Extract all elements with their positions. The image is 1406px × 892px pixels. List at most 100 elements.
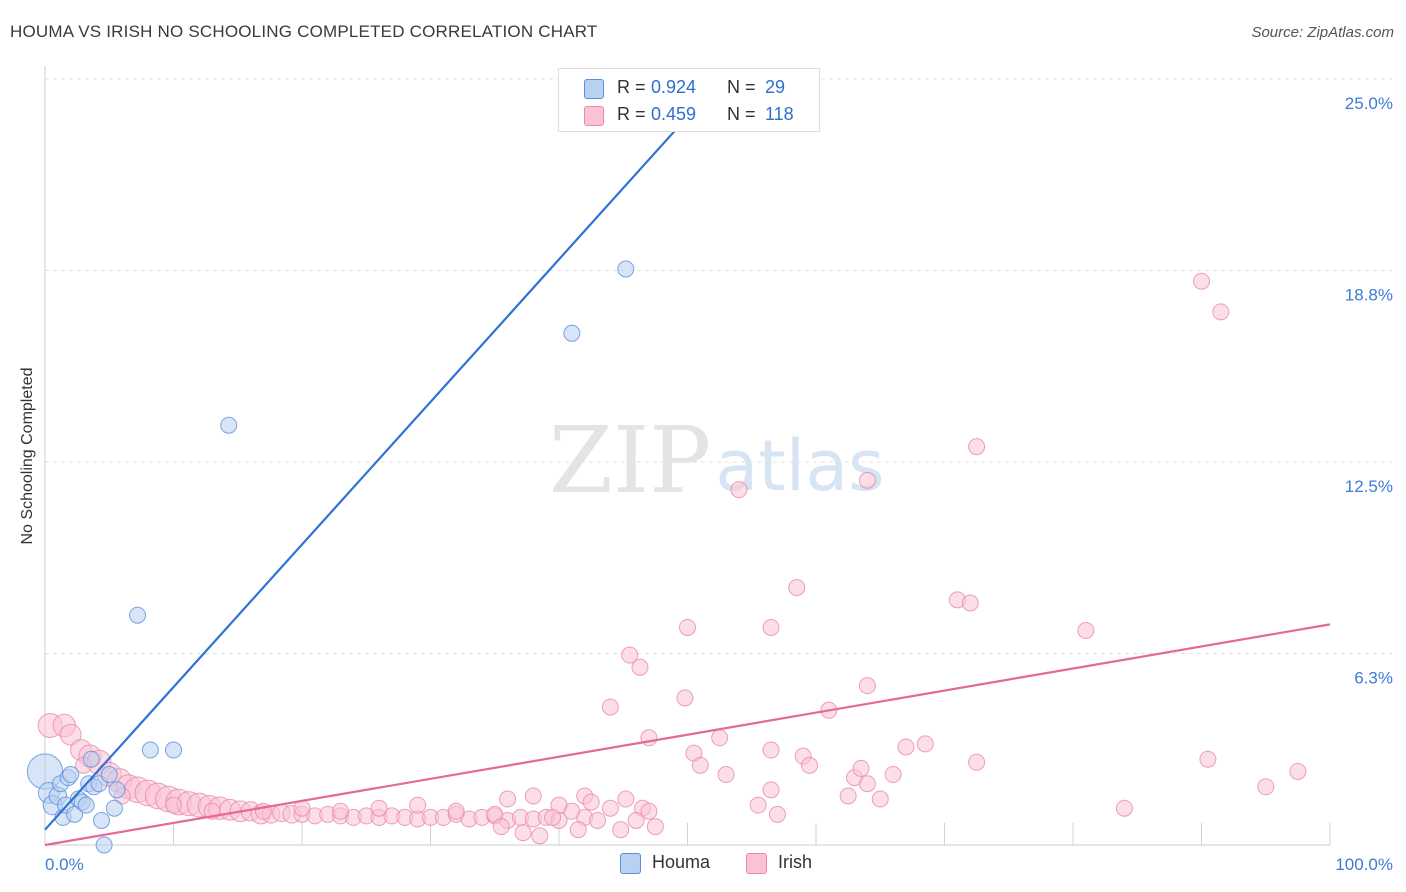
correlation-legend: R = 0.924 N = 29 R = 0.459 N = 118 — [558, 68, 820, 132]
houma-n-value: 29 — [765, 77, 786, 97]
irish-point-68 — [627, 811, 645, 829]
series-irish — [37, 272, 1307, 845]
irish-point-117 — [544, 808, 562, 826]
irish-n-value: 118 — [765, 104, 794, 124]
houma-point-19 — [100, 766, 118, 784]
irish-point-78 — [621, 646, 639, 664]
x-tick-label-left: 0.0% — [45, 855, 84, 874]
irish-point-103 — [858, 471, 876, 489]
irish-point-87 — [839, 787, 857, 805]
irish-point-55 — [332, 802, 350, 820]
irish-point-2 — [59, 723, 82, 746]
y-tick-label-1: 18.8% — [1345, 286, 1393, 305]
houma-point-21 — [108, 781, 126, 799]
irish-point-70 — [492, 818, 510, 836]
houma-point-17 — [93, 811, 111, 829]
irish-point-67 — [617, 790, 635, 808]
houma-point-14 — [82, 750, 100, 768]
irish-point-104 — [968, 438, 986, 456]
irish-point-51 — [165, 796, 182, 814]
houma-n-label: N = — [727, 77, 756, 97]
irish-trendline — [44, 623, 1331, 847]
irish-point-71 — [514, 824, 532, 842]
irish-r-label: R = — [617, 104, 646, 124]
y-tick-label-0: 25.0% — [1345, 94, 1393, 113]
watermark: ZIP atlas — [549, 407, 885, 514]
y-tick-label-3: 6.3% — [1354, 669, 1393, 688]
irish-point-84 — [762, 741, 780, 759]
houma-point-24 — [165, 741, 182, 759]
irish-point-91 — [871, 790, 889, 808]
irish-point-79 — [631, 658, 649, 676]
houma-point-20 — [105, 799, 123, 817]
irish-point-107 — [1193, 272, 1210, 290]
watermark-zip: ZIP — [549, 407, 711, 514]
irish-point-102 — [788, 579, 806, 597]
y-tick-label-2: 12.5% — [1345, 477, 1393, 496]
irish-n-label: N = — [727, 104, 756, 124]
irish-point-99 — [768, 805, 786, 823]
irish-point-58 — [447, 802, 465, 820]
irish-point-94 — [916, 735, 934, 753]
x-tick-label-right: 100.0% — [1335, 855, 1393, 874]
irish-point-101 — [762, 618, 780, 636]
irish-point-114 — [730, 481, 748, 499]
houma-r-value: 0.924 — [651, 77, 697, 97]
irish-r-value: 0.459 — [651, 104, 697, 124]
irish-point-69 — [646, 818, 664, 836]
houma-swatch — [584, 79, 604, 99]
irish-point-108 — [1212, 303, 1230, 321]
irish-point-65 — [601, 799, 619, 817]
irish-point-61 — [524, 787, 542, 805]
gridlines — [45, 78, 1392, 654]
irish-point-75 — [640, 802, 658, 820]
series-houma — [26, 260, 635, 854]
houma-legend-label: Houma — [652, 852, 711, 872]
irish-legend-label: Irish — [778, 852, 813, 872]
houma-legend-swatch — [620, 853, 641, 874]
houma-point-25 — [220, 416, 238, 434]
irish-point-73 — [569, 821, 587, 839]
chart-title: HOUMA VS IRISH NO SCHOOLING COMPLETED CO… — [10, 22, 598, 41]
irish-point-82 — [691, 756, 709, 774]
houma-r-label: R = — [617, 77, 646, 97]
irish-point-57 — [409, 796, 427, 814]
irish-point-106 — [961, 594, 979, 612]
irish-point-90 — [858, 775, 876, 793]
irish-point-80 — [676, 689, 694, 707]
irish-legend-swatch — [746, 853, 767, 874]
irish-point-89 — [852, 759, 870, 777]
houma-point-26 — [563, 324, 581, 342]
irish-point-72 — [531, 827, 549, 845]
irish-point-48 — [589, 811, 607, 829]
irish-point-96 — [762, 781, 780, 799]
houma-point-12 — [77, 796, 95, 814]
houma-point-8 — [62, 766, 80, 784]
irish-point-112 — [1115, 799, 1133, 817]
houma-point-27 — [617, 260, 635, 278]
irish-point-95 — [968, 753, 986, 771]
irish-point-56 — [370, 799, 388, 817]
irish-point-113 — [1077, 622, 1095, 640]
irish-point-93 — [897, 738, 915, 756]
houma-trendline — [44, 108, 695, 831]
irish-point-110 — [1257, 778, 1275, 796]
irish-swatch — [584, 106, 604, 126]
irish-point-86 — [801, 756, 819, 774]
irish-point-115 — [858, 677, 876, 695]
irish-point-77 — [601, 698, 619, 716]
houma-point-23 — [141, 741, 159, 759]
trendlines — [44, 108, 1331, 847]
houma-point-18 — [95, 836, 113, 854]
irish-point-92 — [884, 766, 902, 784]
irish-point-60 — [499, 790, 517, 808]
irish-point-109 — [1199, 750, 1217, 768]
irish-point-97 — [749, 796, 767, 814]
irish-point-100 — [679, 618, 696, 636]
chart-source: Source: ZipAtlas.com — [1251, 24, 1394, 41]
irish-point-64 — [582, 793, 600, 811]
irish-point-111 — [1289, 762, 1307, 780]
irish-point-98 — [717, 766, 735, 784]
irish-point-74 — [612, 821, 630, 839]
